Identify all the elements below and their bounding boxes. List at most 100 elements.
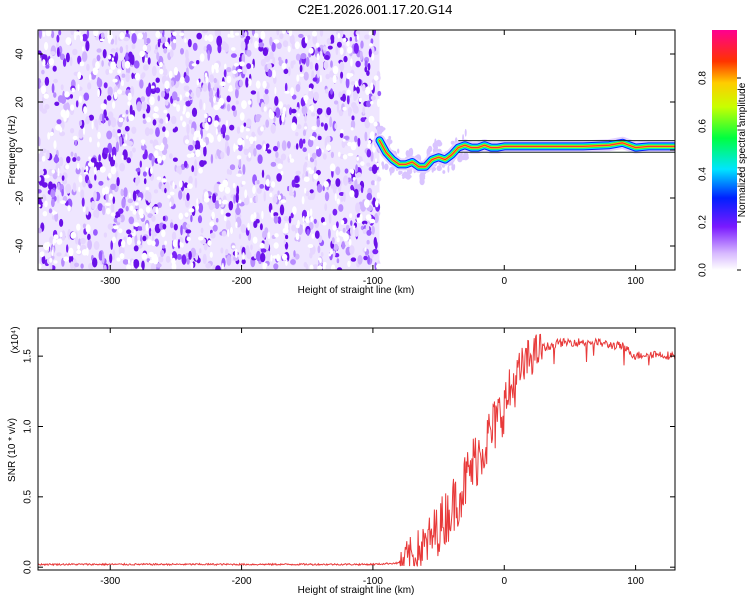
noise-speck <box>304 161 308 168</box>
noise-gap <box>128 114 135 121</box>
noise-speck <box>105 68 110 75</box>
noise-speck <box>275 151 279 159</box>
noise-speck <box>116 177 120 187</box>
noise-speck <box>230 53 237 58</box>
noise-speck <box>188 119 193 125</box>
noise-speck <box>207 50 211 61</box>
noise-gap <box>247 222 250 231</box>
noise-gap <box>42 31 46 38</box>
noise-gap <box>295 232 300 241</box>
noise-gap <box>119 253 125 260</box>
noise-speck <box>291 179 296 188</box>
noise-gap <box>178 212 184 220</box>
noise-speck <box>319 30 324 37</box>
noise-speck <box>44 76 50 86</box>
noise-speck <box>123 129 126 135</box>
noise-gap <box>340 220 345 225</box>
noise-gap <box>326 144 331 152</box>
top-x-tick-label-0: -300 <box>100 276 120 287</box>
noise-speck <box>177 238 181 249</box>
noise-speck <box>283 68 289 75</box>
noise-gap <box>365 214 372 221</box>
ridge-halo-speck <box>464 128 467 137</box>
noise-gap <box>218 199 222 205</box>
noise-gap <box>82 127 86 136</box>
noise-speck <box>171 231 177 241</box>
noise-gap <box>215 128 218 136</box>
noise-speck <box>265 143 270 149</box>
noise-speck <box>245 35 251 41</box>
noise-gap <box>248 136 255 143</box>
noise-gap <box>53 140 57 150</box>
noise-speck <box>291 94 297 100</box>
noise-speck <box>333 100 339 105</box>
noise-speck <box>322 153 327 160</box>
noise-speck <box>332 208 338 216</box>
top-x-tick-label-2: -100 <box>363 276 383 287</box>
noise-gap <box>42 59 46 67</box>
noise-speck <box>80 263 84 269</box>
noise-speck <box>41 182 48 188</box>
noise-gap <box>239 61 245 67</box>
noise-speck <box>354 227 359 237</box>
noise-gap <box>250 214 255 223</box>
noise-gap <box>329 163 336 172</box>
noise-gap <box>116 257 121 262</box>
noise-speck <box>288 184 293 194</box>
noise-gap <box>236 155 242 160</box>
noise-speck <box>228 169 233 175</box>
noise-speck <box>320 217 325 224</box>
noise-gap <box>373 75 379 81</box>
noise-speck <box>142 235 147 242</box>
noise-speck <box>243 122 247 127</box>
noise-speck <box>328 213 332 224</box>
noise-gap <box>167 45 172 50</box>
noise-gap <box>45 241 50 249</box>
noise-speck <box>289 107 292 116</box>
colorbar: 0.0 0.2 0.4 0.6 0.8 Normalized spectral ampl… <box>698 30 748 277</box>
noise-speck <box>370 95 376 101</box>
noise-speck <box>59 218 64 227</box>
noise-speck <box>332 184 337 194</box>
noise-speck <box>135 168 141 172</box>
ridge-halo-speck <box>431 166 437 172</box>
noise-gap <box>97 141 100 148</box>
noise-speck <box>332 250 336 258</box>
noise-speck <box>214 200 220 210</box>
noise-speck <box>45 64 50 69</box>
ridge-halo-speck <box>427 145 433 153</box>
noise-speck <box>320 122 324 127</box>
noise-gap <box>121 239 126 248</box>
noise-speck <box>94 174 97 181</box>
noise-speck <box>121 90 126 96</box>
noise-gap <box>138 208 144 216</box>
noise-speck <box>242 164 246 175</box>
noise-speck <box>61 175 65 181</box>
noise-gap <box>232 70 238 74</box>
noise-speck <box>81 51 88 62</box>
noise-gap <box>117 133 121 137</box>
noise-gap <box>164 130 170 138</box>
noise-gap <box>195 149 201 158</box>
noise-speck <box>187 38 192 48</box>
noise-speck <box>171 91 178 101</box>
noise-speck <box>195 87 201 98</box>
noise-speck <box>350 220 353 227</box>
noise-speck <box>307 138 314 148</box>
noise-speck <box>277 190 280 196</box>
noise-gap <box>235 32 240 36</box>
noise-speck <box>265 250 271 261</box>
noise-speck <box>114 35 118 46</box>
noise-gap <box>360 161 365 167</box>
noise-speck <box>165 255 171 263</box>
noise-speck <box>103 147 109 155</box>
noise-gap <box>350 58 353 67</box>
noise-speck <box>186 223 191 229</box>
noise-speck <box>180 225 183 236</box>
noise-gap <box>161 229 166 238</box>
noise-gap <box>308 169 315 175</box>
noise-speck <box>226 254 232 266</box>
noise-gap <box>78 186 81 193</box>
noise-speck <box>199 248 202 254</box>
noise-speck <box>103 82 108 89</box>
